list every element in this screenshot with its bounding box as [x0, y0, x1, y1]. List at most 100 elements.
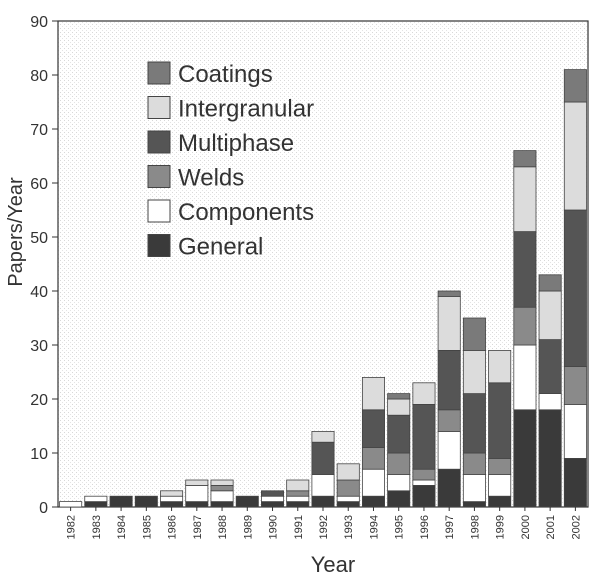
legend-label-multiphase: Multiphase	[178, 130, 294, 157]
legend-swatch-intergranular	[148, 97, 170, 119]
bar-intergranular-1999	[489, 350, 511, 382]
x-axis: 1982 1983 1984 1985 1986 1987 1988 1989 1990 1991…	[66, 507, 583, 539]
legend-swatch-coatings	[148, 62, 170, 84]
bar-general-1993	[337, 502, 359, 507]
x-tick-label: 1999	[495, 515, 507, 539]
x-tick-label: 1991	[293, 515, 305, 539]
bar-welds-2000	[514, 307, 536, 345]
x-tick-label: 2002	[570, 515, 582, 539]
bar-intergranular-1997	[438, 296, 460, 350]
bar-components-1992	[312, 475, 334, 497]
x-tick-label: 1993	[343, 515, 355, 539]
bar-intergranular-1993	[337, 464, 359, 480]
y-tick-label: 90	[30, 14, 48, 31]
x-tick-label: 2001	[545, 515, 557, 539]
bar-components-2000	[514, 345, 536, 410]
bar-components-1991	[287, 496, 309, 501]
legend-label-intergranular: Intergranular	[178, 96, 314, 123]
x-tick-label: 1983	[91, 515, 103, 539]
bar-multiphase-1995	[388, 415, 410, 453]
y-tick-label: 0	[39, 500, 48, 517]
y-tick-label: 30	[30, 338, 48, 355]
bar-intergranular-1987	[186, 480, 208, 485]
legend-swatch-multiphase	[148, 131, 170, 153]
bar-intergranular-1986	[160, 491, 182, 496]
bar-components-1987	[186, 485, 208, 501]
bar-welds-1999	[489, 458, 511, 474]
x-tick-label: 1990	[268, 515, 280, 539]
bar-general-1989	[236, 496, 258, 507]
bar-welds-1993	[337, 480, 359, 496]
bar-components-1995	[388, 475, 410, 491]
bar-multiphase-1990	[261, 491, 283, 496]
x-tick-label: 1996	[419, 515, 431, 539]
y-tick-label: 70	[30, 122, 48, 139]
y-axis: 0 10 20 30 40 50 60 70 80 90	[30, 14, 58, 517]
y-tick-label: 40	[30, 284, 48, 301]
bar-intergranular-2000	[514, 167, 536, 232]
bar-welds-1994	[362, 448, 384, 470]
x-tick-label: 1982	[66, 515, 78, 539]
y-tick-label: 60	[30, 176, 48, 193]
bar-general-1996	[413, 485, 435, 507]
x-tick-label: 1989	[242, 515, 254, 539]
bar-components-1983	[85, 496, 107, 501]
bar-multiphase-1998	[463, 394, 485, 453]
legend-label-components: Components	[178, 199, 314, 226]
legend-swatch-welds	[148, 166, 170, 188]
bar-general-2001	[539, 410, 561, 507]
bar-intergranular-1992	[312, 431, 334, 442]
y-tick-label: 10	[30, 446, 48, 463]
y-tick-label: 80	[30, 68, 48, 85]
bar-coatings-2001	[539, 275, 561, 291]
bar-coatings-2002	[564, 70, 586, 102]
legend-label-coatings: Coatings	[178, 61, 273, 88]
bar-general-1987	[186, 502, 208, 507]
bar-general-1998	[463, 502, 485, 507]
bar-components-1996	[413, 480, 435, 485]
bar-general-1994	[362, 496, 384, 507]
bar-multiphase-2000	[514, 232, 536, 308]
bar-components-1988	[211, 491, 233, 502]
bar-intergranular-1995	[388, 399, 410, 415]
bar-coatings-1998	[463, 318, 485, 350]
bar-coatings-1997	[438, 291, 460, 296]
y-axis-label: Papers/Year	[5, 177, 27, 287]
bar-general-1985	[135, 496, 157, 507]
bar-general-2000	[514, 410, 536, 507]
x-tick-label: 1984	[116, 515, 128, 539]
bar-components-1986	[160, 496, 182, 501]
bar-components-1982	[60, 502, 82, 507]
bar-intergranular-2001	[539, 291, 561, 340]
bar-welds-1997	[438, 410, 460, 432]
x-tick-label: 1995	[394, 515, 406, 539]
x-tick-label: 1994	[368, 515, 380, 539]
x-axis-label: Year	[311, 552, 355, 577]
bar-general-1995	[388, 491, 410, 507]
bar-general-1990	[261, 502, 283, 507]
x-tick-label: 1998	[469, 515, 481, 539]
bar-components-1999	[489, 475, 511, 497]
bar-coatings-2000	[514, 151, 536, 167]
x-tick-label: 1997	[444, 515, 456, 539]
bar-welds-1998	[463, 453, 485, 475]
bar-welds-1995	[388, 453, 410, 475]
bar-intergranular-1988	[211, 480, 233, 485]
bar-intergranular-1998	[463, 350, 485, 393]
bar-multiphase-1996	[413, 404, 435, 469]
bar-welds-1988	[211, 485, 233, 490]
bar-general-1999	[489, 496, 511, 507]
bar-general-1991	[287, 502, 309, 507]
bar-general-1984	[110, 496, 132, 507]
bar-multiphase-2002	[564, 210, 586, 367]
bar-general-2002	[564, 458, 586, 507]
x-tick-label: 1992	[318, 515, 330, 539]
bar-components-2001	[539, 394, 561, 410]
bar-multiphase-2001	[539, 340, 561, 394]
bar-general-1988	[211, 502, 233, 507]
bar-components-2002	[564, 404, 586, 458]
x-tick-label: 1987	[192, 515, 204, 539]
bar-components-1990	[261, 496, 283, 501]
legend-label-welds: Welds	[178, 165, 244, 192]
